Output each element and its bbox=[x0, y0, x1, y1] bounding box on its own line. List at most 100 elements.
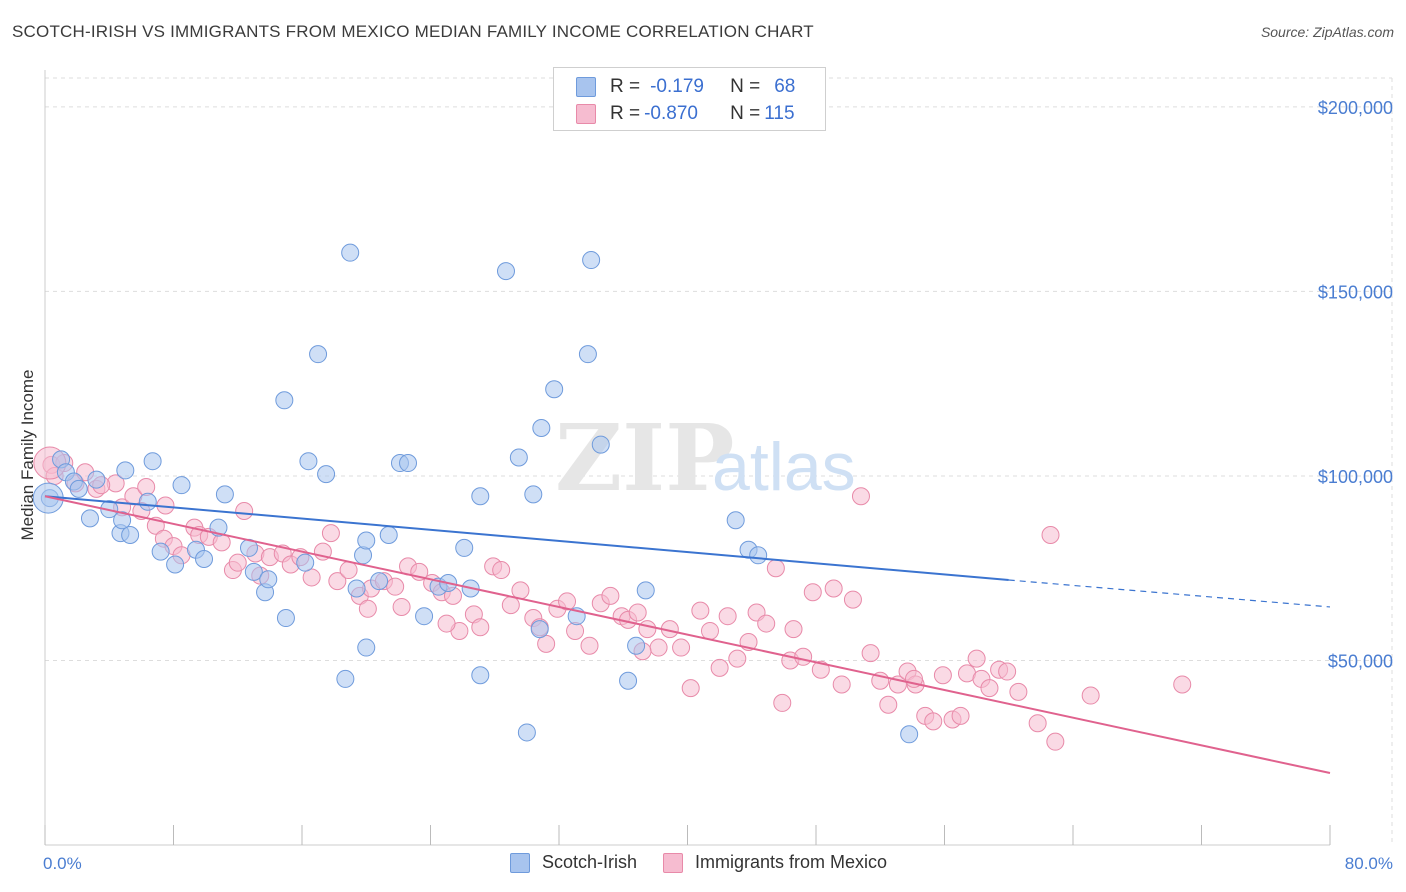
data-point-scotch-irish bbox=[69, 479, 88, 498]
data-point-immigrants-from-mexico bbox=[1081, 686, 1100, 705]
data-point-immigrants-from-mexico bbox=[832, 675, 851, 694]
legend-r-value: -0.870 bbox=[644, 103, 698, 124]
data-point-scotch-irish bbox=[151, 542, 170, 561]
data-point-scotch-irish bbox=[415, 607, 434, 626]
legend-row-scotch-irish: R = -0.179 N = 68 bbox=[576, 75, 795, 99]
data-point-scotch-irish bbox=[578, 345, 597, 364]
data-point-immigrants-from-mexico bbox=[980, 679, 999, 698]
data-point-scotch-irish bbox=[636, 581, 655, 600]
data-point-immigrants-from-mexico bbox=[967, 649, 986, 668]
data-point-immigrants-from-mexico bbox=[757, 614, 776, 633]
data-point-immigrants-from-mexico bbox=[879, 695, 898, 714]
data-point-scotch-irish bbox=[582, 251, 601, 270]
data-point-immigrants-from-mexico bbox=[501, 596, 520, 615]
legend-n-value: 68 bbox=[774, 76, 796, 97]
data-point-immigrants-from-mexico bbox=[638, 620, 657, 639]
data-point-scotch-irish bbox=[399, 454, 418, 473]
data-point-scotch-irish bbox=[138, 492, 157, 511]
data-point-immigrants-from-mexico bbox=[358, 599, 377, 618]
legend-label: Scotch-Irish bbox=[542, 852, 638, 872]
data-point-scotch-irish bbox=[172, 476, 191, 495]
trend-line-scotch-irish-extrapolated bbox=[1008, 579, 1331, 608]
data-point-scotch-irish bbox=[244, 562, 263, 581]
chart-title: SCOTCH-IRISH VS IMMIGRANTS FROM MEXICO M… bbox=[12, 22, 814, 41]
data-point-scotch-irish bbox=[347, 579, 366, 598]
data-point-immigrants-from-mexico bbox=[328, 572, 347, 591]
legend-n-label: N = bbox=[730, 103, 761, 124]
data-point-immigrants-from-mexico bbox=[1041, 526, 1060, 544]
data-point-immigrants-from-mexico bbox=[1046, 732, 1065, 751]
correlation-legend: R = -0.179 N = 68 R = -0.870 N = 115 bbox=[553, 67, 826, 131]
legend-swatch-blue bbox=[576, 77, 596, 97]
data-point-immigrants-from-mexico bbox=[803, 583, 822, 602]
data-point-immigrants-from-mexico bbox=[437, 614, 456, 633]
data-point-scotch-irish bbox=[370, 572, 389, 591]
data-point-scotch-irish bbox=[545, 380, 564, 399]
watermark-zip: ZIP bbox=[555, 404, 734, 512]
data-point-scotch-irish bbox=[166, 555, 185, 574]
legend-item-scotch-irish[interactable]: Scotch-Irish bbox=[510, 852, 637, 873]
data-point-scotch-irish bbox=[627, 636, 646, 655]
data-point-scotch-irish bbox=[471, 487, 490, 506]
data-point-scotch-irish bbox=[726, 511, 745, 530]
legend-r-label: R = bbox=[610, 103, 641, 124]
data-point-scotch-irish bbox=[530, 620, 549, 639]
data-point-immigrants-from-mexico bbox=[492, 561, 511, 580]
legend-r-label: R = bbox=[610, 76, 641, 97]
data-point-scotch-irish bbox=[113, 511, 132, 530]
data-point-immigrants-from-mexico bbox=[1009, 682, 1028, 701]
data-point-scotch-irish bbox=[357, 531, 376, 550]
y-tick-label: $100,000 bbox=[1318, 467, 1393, 487]
y-tick-label: $200,000 bbox=[1318, 98, 1393, 118]
series-scotch-irish bbox=[32, 243, 919, 744]
trend-lines bbox=[44, 495, 1331, 775]
tick-labels: $50,000 $100,000 $150,000 $200,000 0.0% 80.0% bbox=[43, 98, 1393, 873]
data-point-immigrants-from-mexico bbox=[1028, 714, 1047, 733]
x-tick-label: 80.0% bbox=[1345, 854, 1393, 873]
data-point-immigrants-from-mexico bbox=[851, 487, 870, 506]
data-point-scotch-irish bbox=[87, 470, 106, 489]
legend-item-immigrants-from-mexico[interactable]: Immigrants from Mexico bbox=[663, 852, 887, 873]
x-tick-label: 0.0% bbox=[43, 854, 82, 873]
data-point-immigrants-from-mexico bbox=[471, 618, 490, 637]
data-point-immigrants-from-mexico bbox=[628, 603, 647, 622]
data-point-scotch-irish bbox=[455, 538, 474, 557]
data-point-scotch-irish bbox=[195, 549, 214, 568]
data-point-scotch-irish bbox=[299, 452, 318, 471]
data-point-scotch-irish bbox=[532, 418, 551, 437]
legend-n-label: N = bbox=[730, 76, 761, 97]
data-point-scotch-irish bbox=[496, 262, 515, 281]
data-point-immigrants-from-mexico bbox=[710, 658, 729, 677]
data-point-scotch-irish bbox=[309, 345, 328, 364]
series-immigrants-from-mexico bbox=[33, 446, 1192, 751]
watermark: ZIP atlas bbox=[555, 404, 856, 512]
data-point-scotch-irish bbox=[524, 485, 543, 504]
data-point-immigrants-from-mexico bbox=[649, 638, 668, 657]
data-point-immigrants-from-mexico bbox=[558, 592, 577, 611]
data-point-scotch-irish bbox=[341, 243, 360, 262]
data-point-scotch-irish bbox=[591, 435, 610, 454]
data-point-scotch-irish bbox=[517, 723, 536, 742]
legend-n-value: 115 bbox=[764, 103, 795, 124]
y-tick-label: $150,000 bbox=[1318, 282, 1393, 302]
series-legend: Scotch-Irish Immigrants from Mexico bbox=[510, 852, 913, 873]
data-point-immigrants-from-mexico bbox=[951, 706, 970, 725]
data-point-immigrants-from-mexico bbox=[718, 607, 737, 626]
data-point-scotch-irish bbox=[471, 666, 490, 685]
data-point-immigrants-from-mexico bbox=[766, 559, 785, 578]
data-point-immigrants-from-mexico bbox=[784, 620, 803, 639]
legend-label: Immigrants from Mexico bbox=[695, 852, 888, 872]
data-point-scotch-irish bbox=[296, 553, 315, 572]
data-point-immigrants-from-mexico bbox=[1173, 675, 1192, 694]
data-point-immigrants-from-mexico bbox=[794, 647, 813, 666]
data-point-scotch-irish bbox=[900, 725, 919, 744]
data-point-scotch-irish bbox=[354, 546, 373, 565]
y-tick-label: $50,000 bbox=[1328, 651, 1393, 671]
data-point-immigrants-from-mexico bbox=[843, 590, 862, 609]
data-point-scotch-irish bbox=[276, 609, 295, 628]
data-point-scotch-irish bbox=[215, 485, 234, 504]
data-point-immigrants-from-mexico bbox=[235, 502, 254, 521]
data-point-scotch-irish bbox=[116, 461, 135, 480]
legend-swatch-pink bbox=[576, 104, 596, 124]
